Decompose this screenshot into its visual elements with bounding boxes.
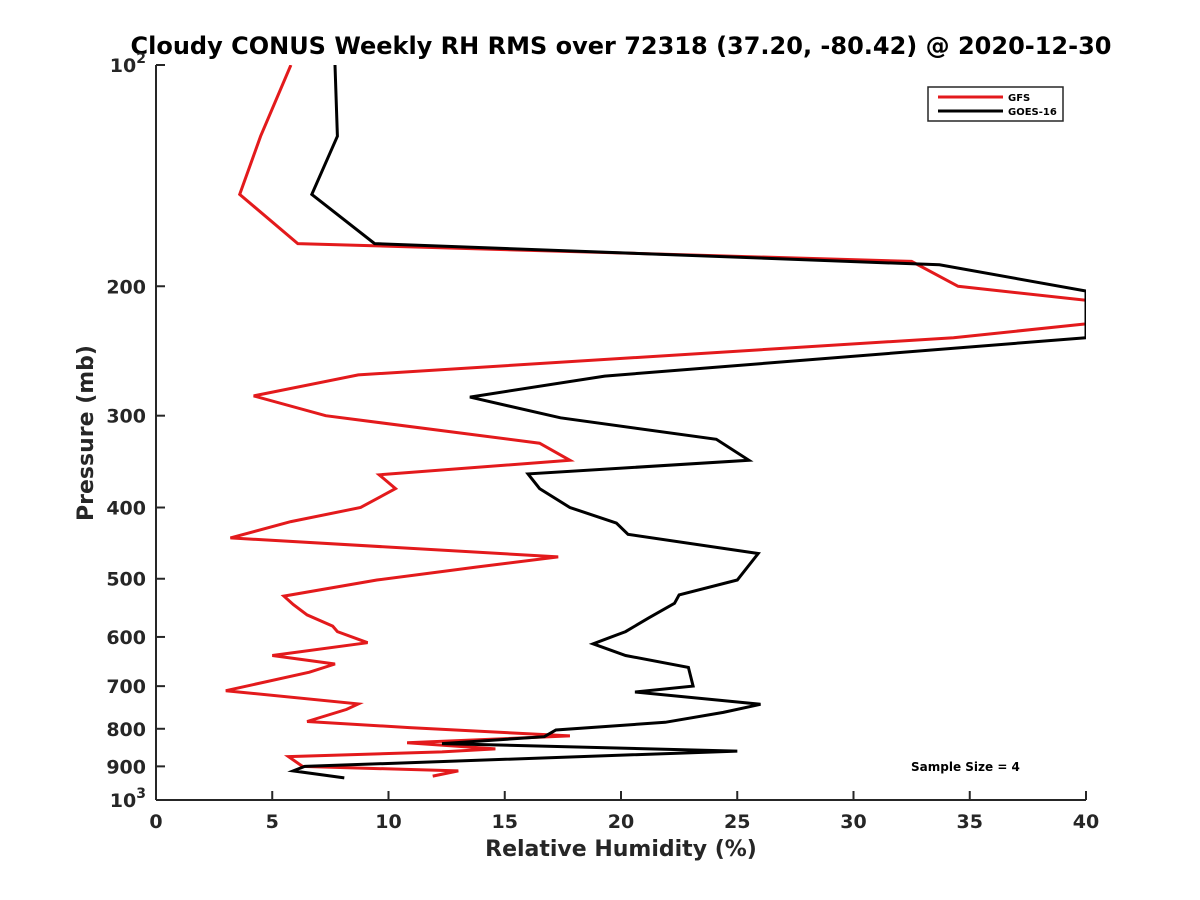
y-tick-label: 500 — [106, 569, 146, 591]
series-layer — [225, 65, 1086, 780]
x-axis-ticks: 0 5 10 15 20 25 30 35 40 — [149, 791, 1099, 833]
y-tick-label: 200 — [106, 276, 146, 298]
chart-title: Cloudy CONUS Weekly RH RMS over 72318 (3… — [131, 32, 1112, 60]
y-axis-ticks: 102 200 300 400 500 600 700 800 900 103 — [106, 51, 165, 812]
y-tick-label: 400 — [106, 498, 146, 520]
y-tick-label: 102 — [110, 51, 146, 77]
series-line-gfs — [225, 65, 1086, 778]
y-tick-label: 800 — [106, 719, 146, 741]
x-tick-label: 35 — [957, 811, 983, 833]
legend-label-gfs: GFS — [1008, 93, 1030, 104]
x-tick-label: 10 — [375, 811, 401, 833]
x-axis-label: Relative Humidity (%) — [485, 837, 757, 862]
y-tick-label: 700 — [106, 676, 146, 698]
y-tick-label: 300 — [106, 406, 146, 428]
x-tick-label: 25 — [724, 811, 750, 833]
y-axis-label: Pressure (mb) — [74, 345, 99, 521]
y-tick-label: 103 — [110, 786, 146, 812]
legend-label-goes16: GOES-16 — [1008, 107, 1057, 118]
x-tick-label: 20 — [608, 811, 634, 833]
legend: GFS GOES-16 — [927, 86, 1064, 122]
x-tick-label: 40 — [1073, 811, 1099, 833]
y-tick-label: 900 — [106, 756, 146, 778]
series-line-goes16 — [287, 65, 1086, 780]
y-tick-label: 600 — [106, 627, 146, 649]
sample-size-annotation: Sample Size = 4 — [911, 760, 1020, 774]
x-tick-label: 15 — [492, 811, 518, 833]
x-tick-label: 5 — [266, 811, 279, 833]
legend-box — [927, 86, 1064, 122]
x-tick-label: 30 — [840, 811, 866, 833]
x-tick-label: 0 — [149, 811, 162, 833]
